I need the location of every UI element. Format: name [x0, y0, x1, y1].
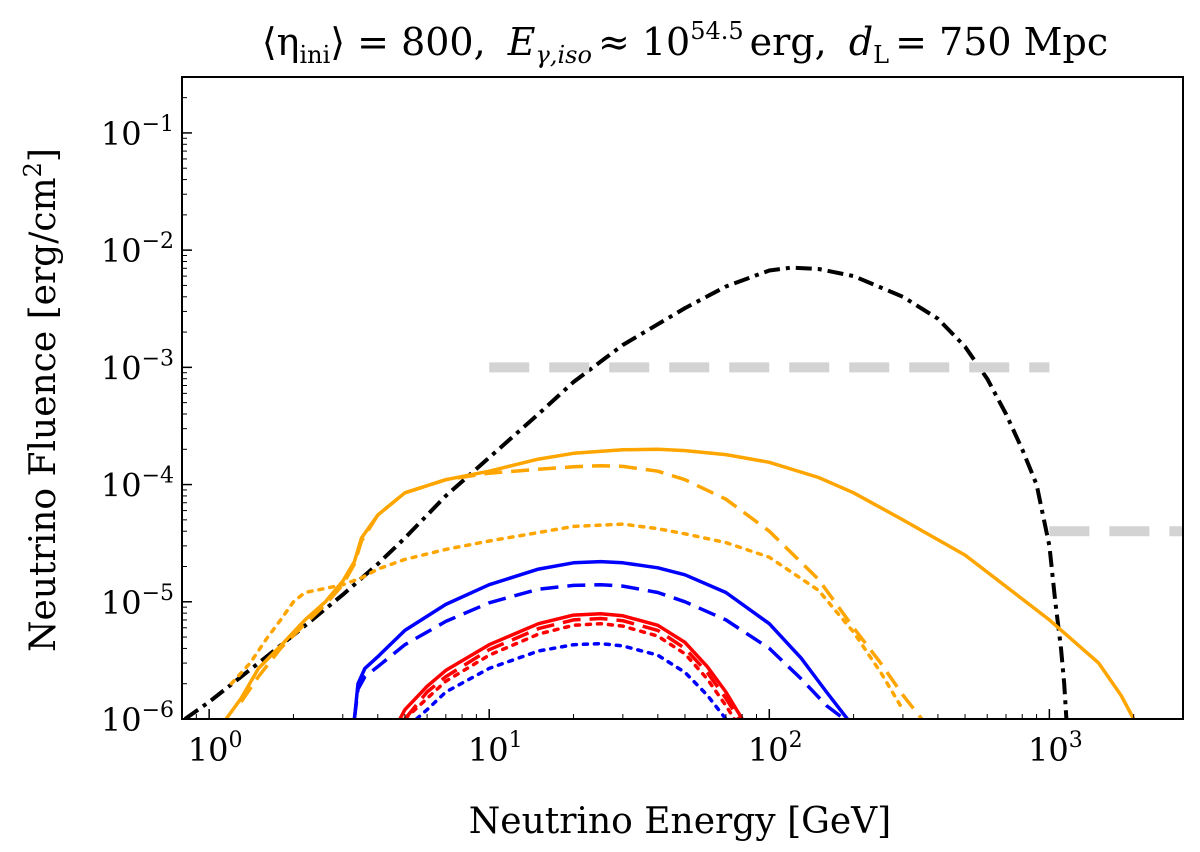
y-axis-label: Neutrino Fluence [erg/cm2] [19, 148, 64, 652]
series-line-0 [183, 265, 1069, 719]
series-line-3 [229, 522, 905, 712]
x-tick-label: 102 [748, 728, 803, 769]
ticks-layer [181, 97, 1184, 720]
x-tick-label: 103 [1028, 728, 1083, 769]
series-line-1 [224, 447, 1136, 719]
series-line-8 [403, 616, 741, 719]
series-line-2 [239, 463, 924, 719]
y-tick-label: 10−4 [101, 464, 174, 505]
y-tick-label: 10−1 [101, 112, 174, 153]
series-line-9 [403, 621, 737, 719]
y-tick-label: 10−3 [101, 346, 174, 387]
series-line-7 [398, 612, 744, 719]
series-layer [183, 265, 1183, 719]
y-tick-label: 10−5 [101, 581, 174, 622]
x-axis-label: Neutrino Energy [GeV] [469, 801, 891, 842]
series-line-6 [414, 641, 728, 719]
series-line-5 [352, 582, 846, 719]
y-tick-label: 10−6 [101, 698, 174, 739]
series-line-4 [352, 559, 849, 719]
x-tick-label: 101 [468, 728, 523, 769]
tick-labels-layer: 100 101 102 103 10−6 10−5 10−4 10−3 10−2 10−1 [101, 112, 1083, 769]
chart-title: ⟨ηini⟩ = 800, Eγ,iso ≈ 1054.5 erg, dL = 750… [262, 17, 1108, 69]
y-tick-label: 10−2 [101, 229, 174, 270]
x-tick-label: 100 [188, 728, 243, 769]
plot-frame [181, 76, 1184, 720]
